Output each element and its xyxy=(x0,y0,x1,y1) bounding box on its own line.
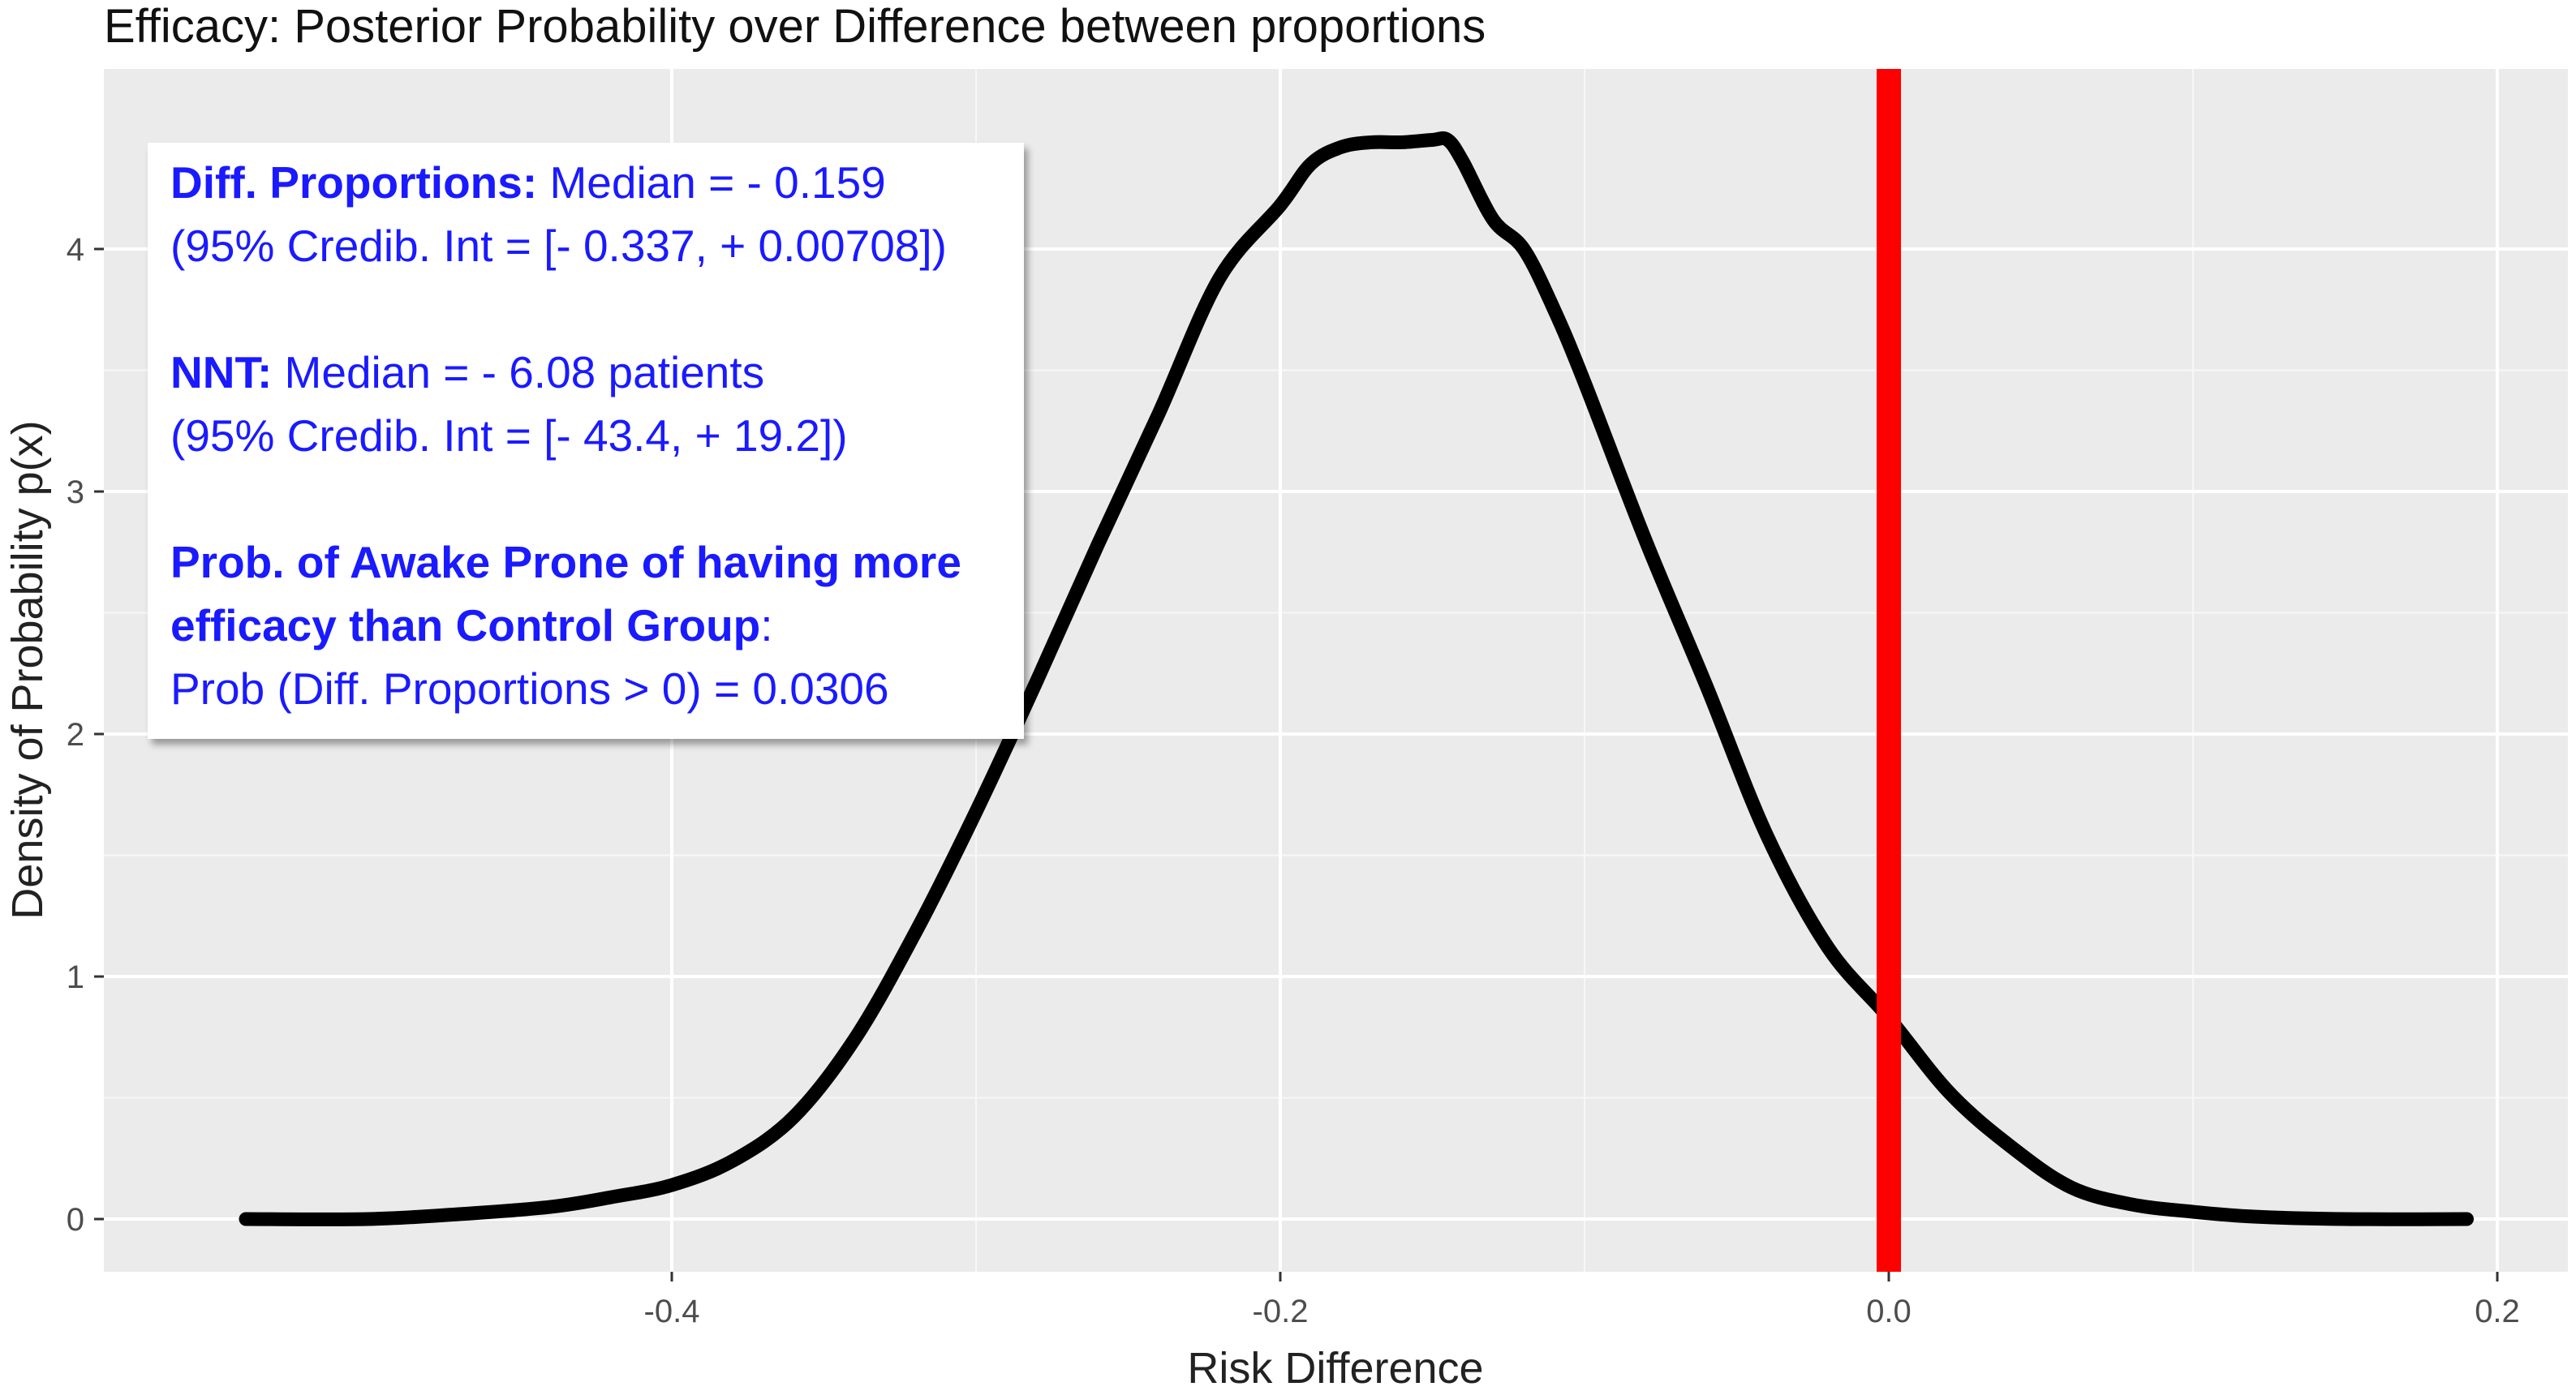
x-tick-label: -0.2 xyxy=(1253,1294,1309,1329)
y-tick-label: 0 xyxy=(67,1202,84,1238)
x-tick-label: -0.4 xyxy=(644,1294,700,1329)
nnt-ci: (95% Credib. Int = [- 43.4, + 19.2]) xyxy=(170,410,848,461)
series xyxy=(239,131,2474,1226)
prob-value: Prob (Diff. Proportions > 0) = 0.0306 xyxy=(170,663,889,714)
diff-median: Median = - 0.159 xyxy=(537,157,886,208)
density-curve xyxy=(239,131,2474,1226)
diff-median-line: Diff. Proportions: Median = - 0.159 xyxy=(170,151,1001,214)
y-tick-label: 1 xyxy=(67,960,84,995)
diff-ci: (95% Credib. Int = [- 0.337, + 0.00708]) xyxy=(170,221,947,271)
y-tick-label: 2 xyxy=(67,717,84,753)
prob-label-line-1: Prob. of Awake Prone of having more xyxy=(170,537,961,587)
chart-title: Efficacy: Posterior Probability over Dif… xyxy=(104,0,1486,53)
y-tick-label: 4 xyxy=(67,232,84,268)
prob-label-line-2: efficacy than Control Group: xyxy=(170,600,773,650)
x-tick-label: 0.0 xyxy=(1866,1294,1912,1329)
diff-label: Diff. Proportions: xyxy=(170,157,538,208)
y-axis-label: Density of Probability p(x) xyxy=(3,420,52,919)
nnt-label: NNT: xyxy=(170,347,273,397)
y-tick-label: 3 xyxy=(67,474,84,510)
axes: -0.4 -0.2 0.0 0.2 0 1 2 3 4 xyxy=(67,232,2520,1329)
x-axis-label: Risk Difference xyxy=(1187,1344,1483,1391)
nnt-median-line: NNT: Median = - 6.08 patients xyxy=(170,341,1001,404)
nnt-median: Median = - 6.08 patients xyxy=(272,347,765,397)
x-tick-label: 0.2 xyxy=(2475,1294,2520,1329)
annotation-box: Diff. Proportions: Median = - 0.159 (95%… xyxy=(148,143,1024,739)
